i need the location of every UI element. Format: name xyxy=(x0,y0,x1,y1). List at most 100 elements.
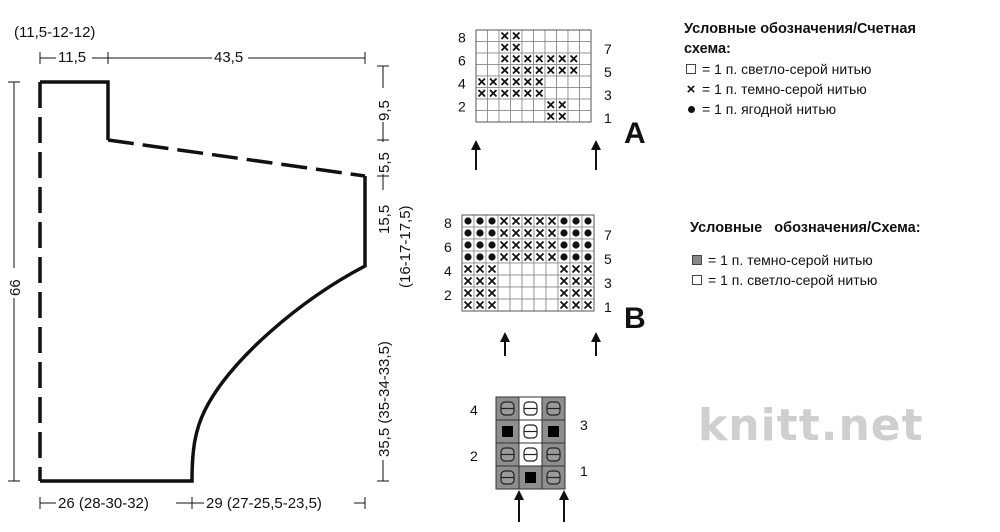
chart-b-cross-mark xyxy=(583,300,593,310)
legend-1-item-dot-text: = 1 п. ягодной нитью xyxy=(702,101,837,117)
dot-icon xyxy=(684,105,698,113)
chart-a-cell xyxy=(487,41,500,54)
chart-a-cross-mark xyxy=(558,100,567,109)
dim-right-3-alt: (16-17-17,5) xyxy=(397,205,414,288)
chart-a-repeat-arrow xyxy=(471,140,481,170)
chart-a-cell xyxy=(579,52,592,65)
chart-a-cross-mark xyxy=(512,54,521,63)
chart-b-cross-mark xyxy=(547,252,557,262)
chart-b-cross-mark xyxy=(499,252,509,262)
chart-a-row-number: 8 xyxy=(458,29,466,45)
chart-b-cross-mark xyxy=(571,288,581,298)
chart-a-cell xyxy=(487,110,500,123)
chart-a-cell xyxy=(544,29,557,42)
watermark: knitt.net xyxy=(698,400,924,451)
chart-b-row-number: 6 xyxy=(444,239,452,255)
chart-a-cross-mark xyxy=(500,77,509,86)
chart-b-cross-mark xyxy=(559,300,569,310)
chart-b-cross-mark xyxy=(475,300,485,310)
chart-b-cross-mark xyxy=(547,228,557,238)
chart-b-cell xyxy=(509,262,523,276)
chart-b-cross-mark xyxy=(559,288,569,298)
chart-a-cell xyxy=(533,29,546,42)
chart-a-cell xyxy=(579,87,592,100)
legend-1-item-dot: = 1 п. ягодной нитью xyxy=(684,99,916,119)
chart-b-cell xyxy=(497,298,511,312)
chart-b-cross-mark xyxy=(583,288,593,298)
chart-c-row-number: 2 xyxy=(470,448,478,464)
chart-a-cross-mark xyxy=(477,77,486,86)
dim-height: 66 xyxy=(7,279,24,296)
chart-b-dot-mark xyxy=(464,241,472,249)
dark-square-icon xyxy=(690,255,704,265)
chart-b-cell xyxy=(497,262,511,276)
legend-1-item-cross: × = 1 п. темно-серой нитью xyxy=(684,79,916,99)
chart-b-cross-mark xyxy=(463,264,473,274)
chart-a-cell xyxy=(533,41,546,54)
legend-2-item-dark-text: = 1 п. темно-серой нитью xyxy=(708,252,873,268)
chart-b-cross-mark xyxy=(571,264,581,274)
chart-a-cross-mark xyxy=(535,89,544,98)
chart-b-row-number: 7 xyxy=(604,227,612,243)
chart-b-row-number: 4 xyxy=(444,263,452,279)
chart-a-cross-mark xyxy=(500,43,509,52)
chart-b-cell xyxy=(521,298,535,312)
chart-b-dot-mark xyxy=(584,253,592,261)
chart-a-cross-mark xyxy=(558,66,567,75)
chart-a-cross-mark xyxy=(569,54,578,63)
cross-icon: × xyxy=(686,80,696,98)
chart-c-row-number: 1 xyxy=(580,463,588,479)
garment-outline-side xyxy=(40,176,367,483)
chart-b-cross-mark xyxy=(583,264,593,274)
dim-top-left: 11,5 xyxy=(58,49,86,66)
chart-b-cross-mark xyxy=(583,276,593,286)
chart-a-cross-mark xyxy=(512,66,521,75)
dim-bottom-left: 26 (28-30-32) xyxy=(58,495,149,512)
chart-a-cell xyxy=(475,98,488,111)
chart-b: 8 6 4 2 7 5 3 1 xyxy=(444,214,612,356)
chart-a-cell xyxy=(579,41,592,54)
chart-b-row-number: 1 xyxy=(604,299,612,315)
chart-a-cell xyxy=(556,87,569,100)
chart-a-cell xyxy=(544,75,557,88)
chart-a-row-number: 6 xyxy=(458,52,466,68)
chart-a-cell xyxy=(521,98,534,111)
chart-c-row-number: 4 xyxy=(470,402,478,418)
chart-c-row-number: 3 xyxy=(580,417,588,433)
chart-a-cross-mark xyxy=(523,66,532,75)
chart-b-cross-mark xyxy=(487,264,497,274)
chart-a-cell xyxy=(544,41,557,54)
chart-b-cross-mark xyxy=(463,276,473,286)
chart-a-cross-mark xyxy=(558,54,567,63)
chart-a-cross-mark xyxy=(546,54,555,63)
chart-b-cross-mark xyxy=(499,216,509,226)
chart-b-cell xyxy=(533,262,547,276)
chart-b-cross-mark xyxy=(511,252,521,262)
chart-b-cross-mark xyxy=(499,228,509,238)
chart-b-cell xyxy=(533,286,547,300)
chart-b-cross-mark xyxy=(535,228,545,238)
chart-a-cell xyxy=(556,41,569,54)
white-square-icon xyxy=(684,64,698,74)
legend-2-item-white: = 1 п. светло-серой нитью xyxy=(690,270,921,290)
chart-b-cell xyxy=(509,274,523,288)
chart-b-repeat-arrow xyxy=(591,332,601,356)
chart-a-row-number: 3 xyxy=(604,87,612,103)
chart-a-cell xyxy=(521,41,534,54)
chart-c: 4 2 3 1 xyxy=(470,396,588,522)
chart-a-cell xyxy=(579,75,592,88)
chart-b-row-number: 8 xyxy=(444,215,452,231)
chart-b-cross-mark xyxy=(571,300,581,310)
chart-b-cross-mark xyxy=(511,240,521,250)
chart-b-cross-mark xyxy=(499,240,509,250)
chart-a-cross-mark xyxy=(500,66,509,75)
chart-b-cross-mark xyxy=(523,240,533,250)
chart-a-cross-mark xyxy=(512,43,521,52)
chart-b-cross-mark xyxy=(547,216,557,226)
chart-b-dot-mark xyxy=(488,229,496,237)
chart-a-cross-mark xyxy=(546,66,555,75)
chart-b-repeat-arrow xyxy=(500,332,510,356)
chart-b-dot-mark xyxy=(476,241,484,249)
legend-1-title: Условные обозначения/Счетная xyxy=(684,21,916,37)
legend-2-title: Условные обозначения/Схема: xyxy=(690,220,921,236)
